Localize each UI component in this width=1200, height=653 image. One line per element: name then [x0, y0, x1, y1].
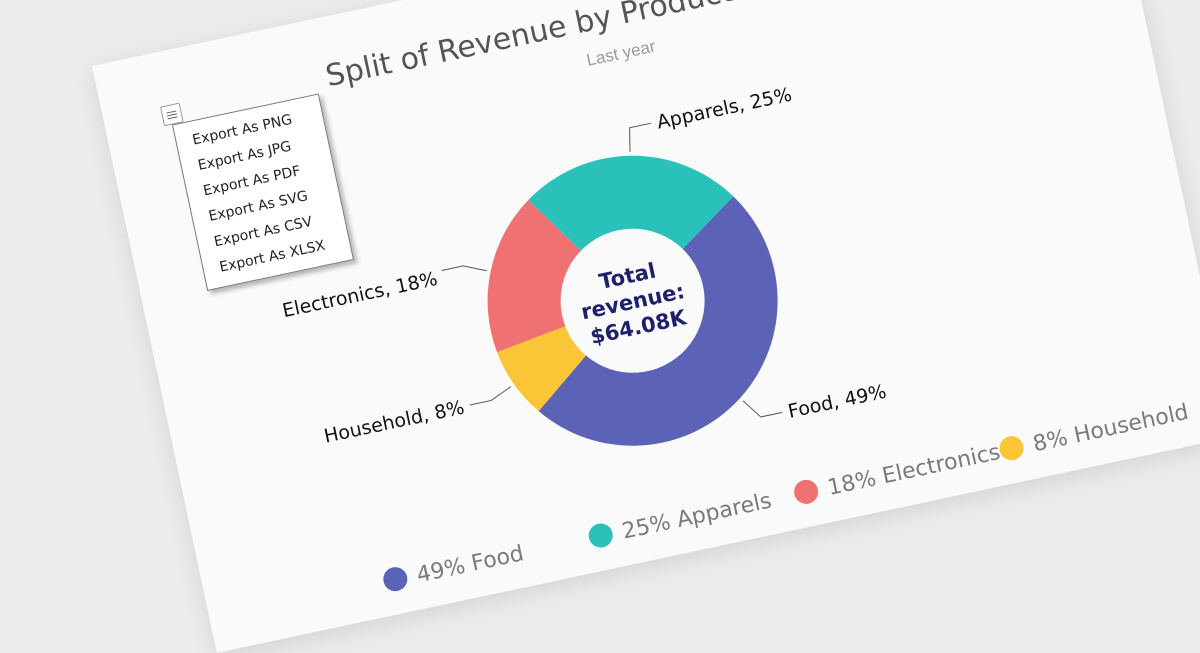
legend-marker-electronics[interactable] — [792, 478, 820, 506]
slice-apparels[interactable] — [523, 134, 742, 278]
legend-label-apparels[interactable]: 25% Apparels — [620, 489, 774, 545]
legend-marker-food[interactable] — [381, 565, 409, 593]
connector-household — [469, 386, 512, 406]
slice-label-household: Household, 8% — [322, 396, 466, 447]
legend-marker-apparels[interactable] — [586, 521, 614, 549]
legend-label-electronics[interactable]: 18% Electronics — [825, 440, 1002, 501]
legend-label-household[interactable]: 8% Household — [1031, 400, 1191, 457]
connector-food — [742, 400, 783, 418]
slice-food[interactable] — [503, 191, 804, 466]
slice-label-electronics: Electronics, 18% — [281, 268, 440, 322]
donut-chart: Food, 49% Household, 8% Electronics, 18% Ap… — [281, 84, 1191, 593]
slice-label-food: Food, 49% — [786, 381, 888, 423]
slice-household[interactable] — [495, 323, 595, 417]
legend-label-food[interactable]: 49% Food — [415, 541, 526, 588]
chart-card: Split of Revenue by Product Categories L… — [92, 0, 1200, 653]
slice-electronics[interactable] — [466, 192, 598, 353]
connector-electronics — [441, 265, 487, 272]
connector-apparels — [629, 122, 652, 152]
legend-marker-household[interactable] — [997, 434, 1025, 462]
slice-label-apparels: Apparels, 25% — [655, 84, 794, 134]
